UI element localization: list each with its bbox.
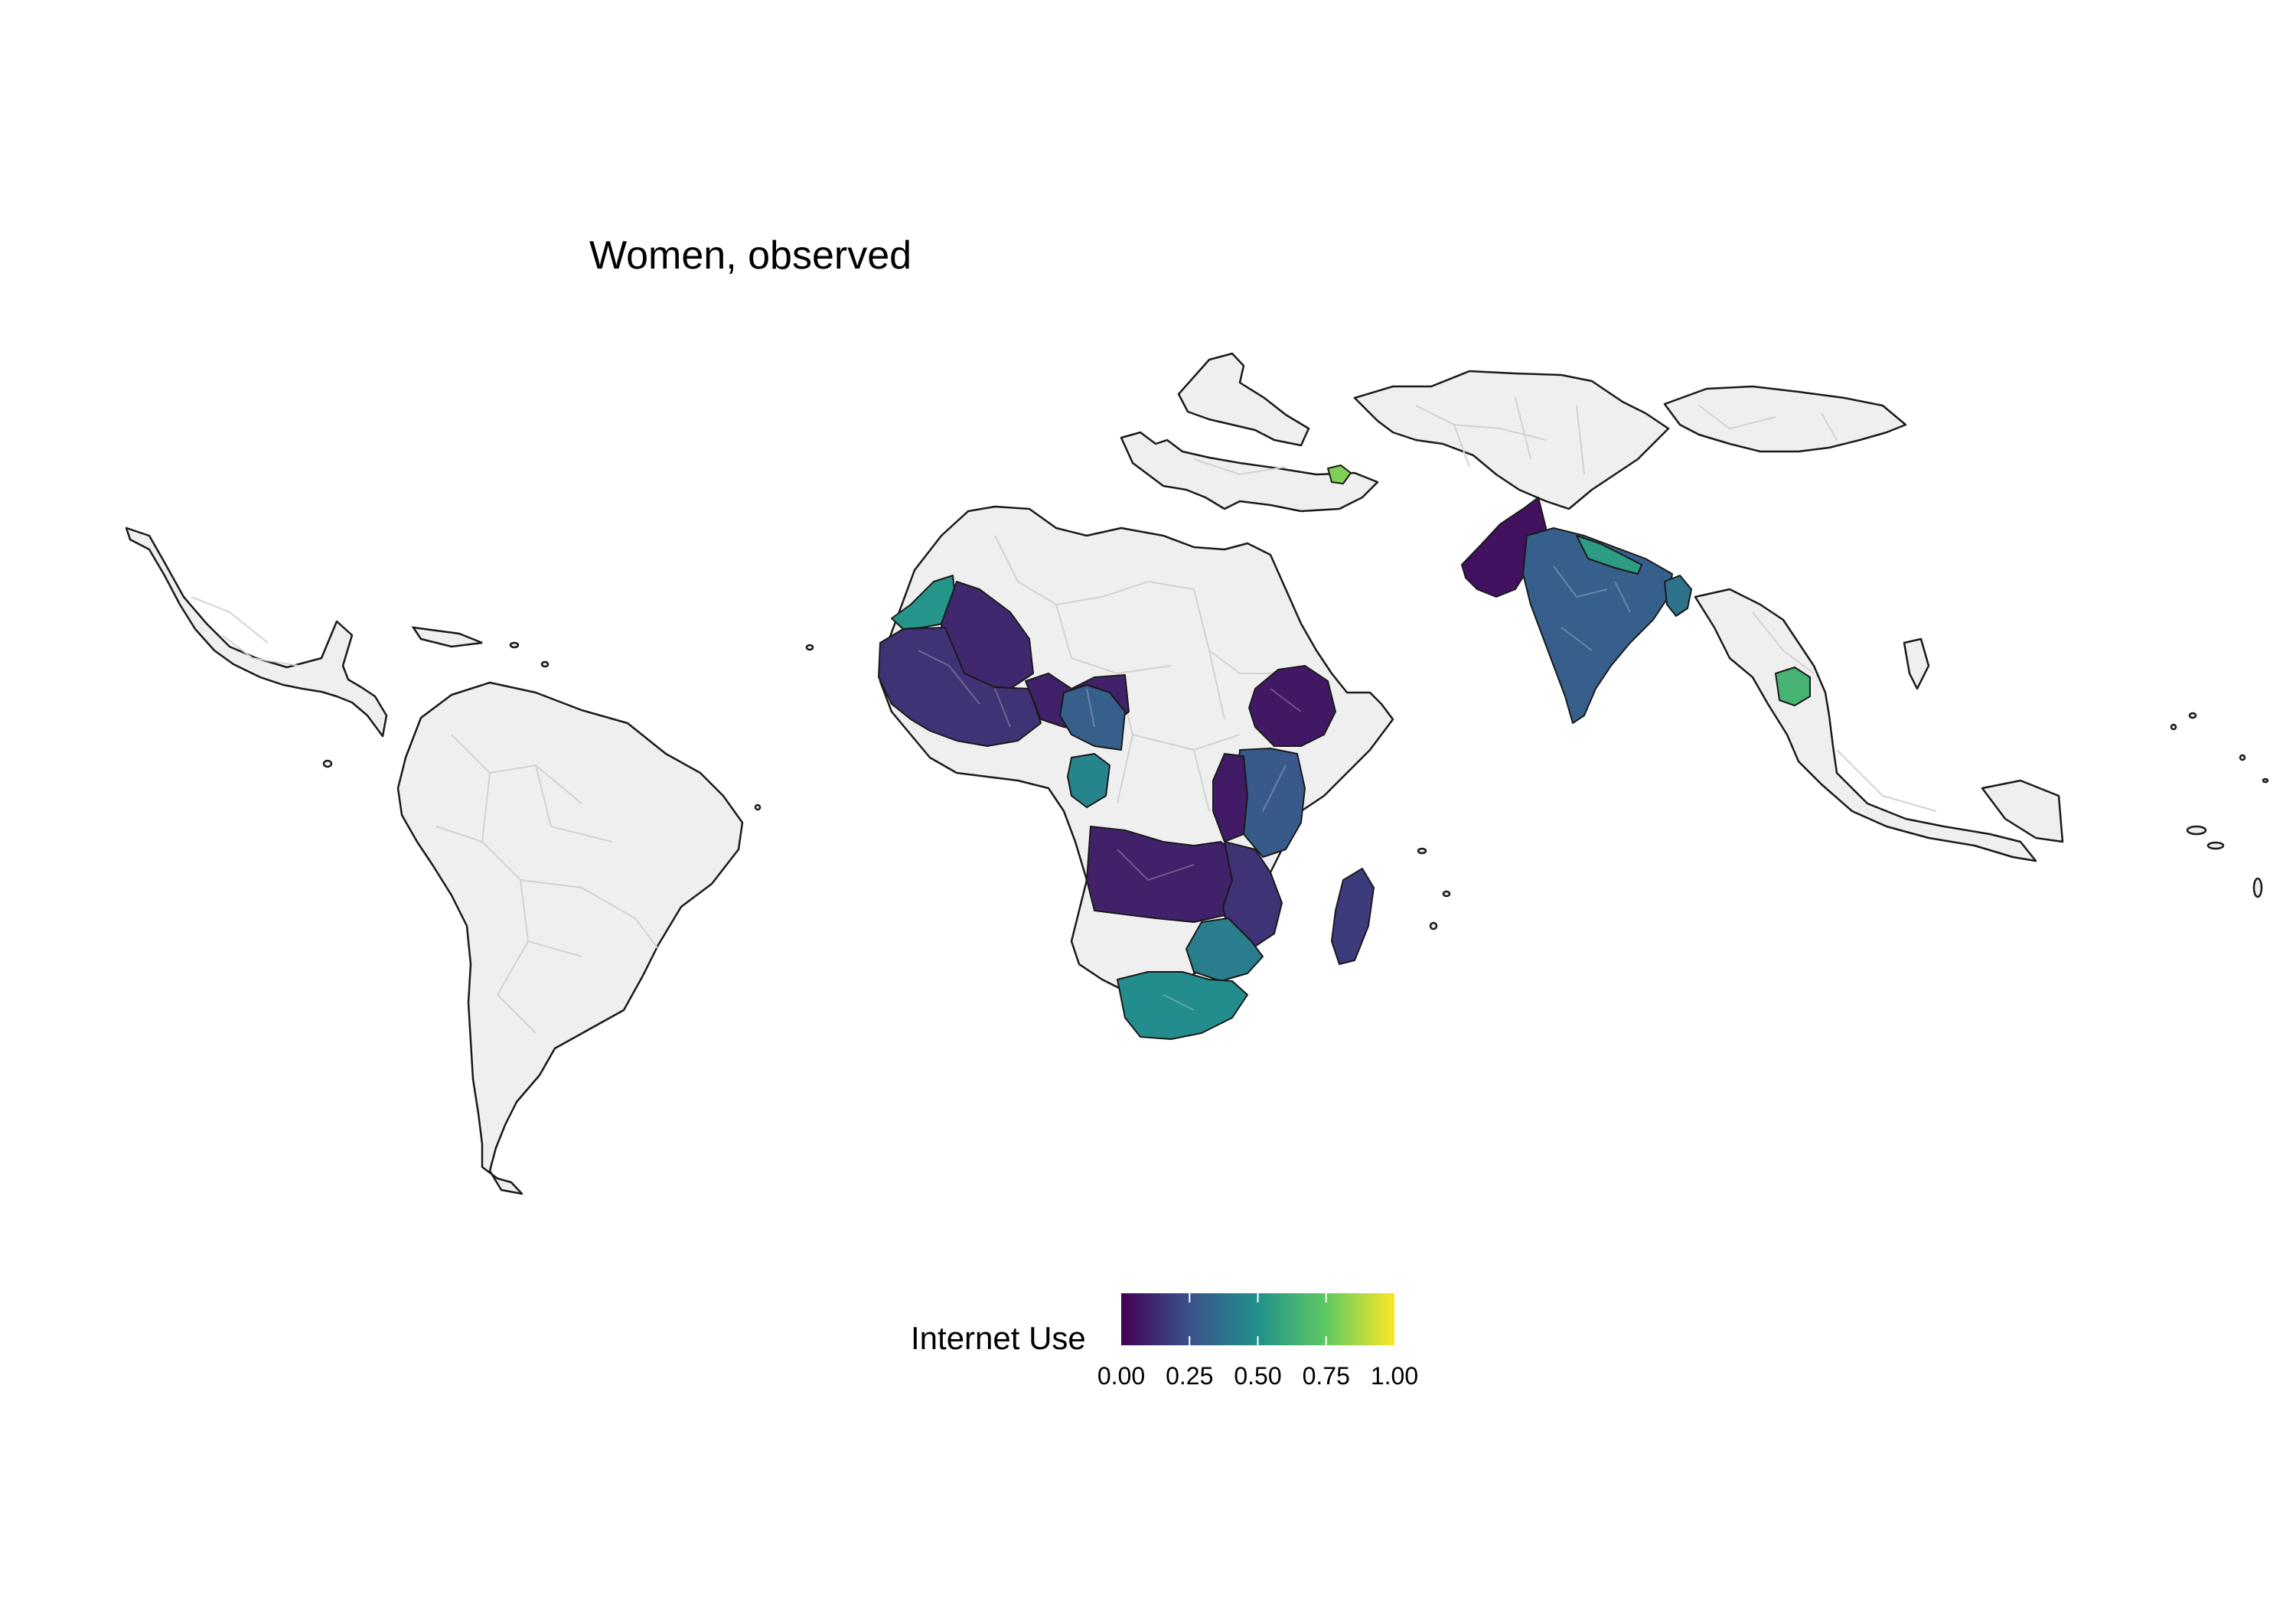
region-great-lakes — [1212, 753, 1248, 843]
island — [754, 804, 762, 811]
island — [2206, 841, 2225, 850]
island — [1429, 921, 1438, 931]
island — [2186, 825, 2207, 836]
caribbean-island-small — [540, 660, 550, 668]
asia-central — [1353, 370, 1670, 510]
legend-ticks — [1189, 1293, 1327, 1345]
south-america — [396, 681, 744, 1195]
choropleth-regions — [878, 464, 1811, 1040]
africa — [878, 464, 1811, 1040]
pacific-islands — [754, 644, 2269, 931]
caribbean-island-small — [322, 759, 333, 768]
north-africa — [879, 505, 1394, 996]
map-title: Women, observed — [589, 233, 912, 278]
region-borders — [918, 566, 1631, 1011]
island — [2170, 723, 2177, 731]
region-caucasus — [1327, 464, 1352, 484]
scandinavia — [1177, 352, 1310, 447]
region-cambodia — [1775, 667, 1811, 706]
island — [2239, 754, 2246, 761]
asia-east — [1663, 385, 1907, 453]
legend-tick-label: 0.00 — [1097, 1362, 1146, 1390]
island — [1442, 890, 1451, 898]
eurasia-admin-borders — [1193, 397, 1937, 812]
region-malawi-mozambique — [1222, 841, 1283, 950]
region-nepal — [1576, 535, 1642, 575]
legend-tick-label: 0.50 — [1234, 1362, 1282, 1390]
africa-admin-borders — [994, 535, 1286, 812]
americas-admin-borders — [191, 596, 659, 1034]
region-madagascar — [1331, 868, 1375, 965]
legend-tick-label: 1.00 — [1370, 1362, 1419, 1390]
caribbean-island-small — [509, 641, 520, 649]
north-central-america — [125, 526, 388, 738]
legend-tick-label: 0.75 — [1302, 1362, 1350, 1390]
region-west-africa — [878, 627, 1042, 747]
island — [2262, 777, 2269, 784]
region-nigeria-east — [1059, 684, 1126, 751]
region-india — [1522, 527, 1673, 724]
europe — [1120, 431, 1379, 513]
island — [2188, 712, 2197, 719]
philippines — [1903, 637, 1930, 690]
island — [2252, 877, 2263, 898]
island — [805, 644, 814, 651]
island — [1417, 847, 1427, 855]
caribbean-island — [411, 626, 483, 648]
region-zimbabwe-south — [1186, 918, 1264, 982]
region-south-africa — [1117, 971, 1248, 1040]
region-cameroon-gabon — [1067, 753, 1110, 808]
legend-title: Internet Use — [911, 1320, 1086, 1356]
eurasia — [1120, 352, 2064, 862]
legend-tick-label: 0.25 — [1166, 1362, 1214, 1390]
region-ethiopia — [1248, 665, 1336, 747]
region-bangladesh — [1664, 575, 1692, 617]
americas — [125, 526, 744, 1195]
southeast-asia — [1694, 588, 2037, 862]
legend-colorbar — [1121, 1293, 1394, 1345]
new-guinea — [1981, 779, 2064, 843]
